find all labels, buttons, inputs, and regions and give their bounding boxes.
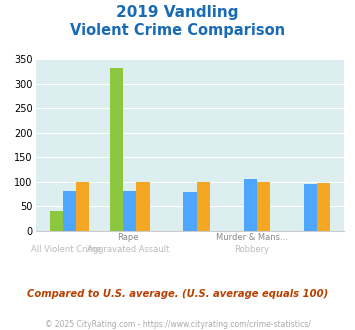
Text: Compared to U.S. average. (U.S. average equals 100): Compared to U.S. average. (U.S. average … (27, 289, 328, 299)
Text: Violent Crime Comparison: Violent Crime Comparison (70, 23, 285, 38)
Bar (136, 182, 149, 231)
Text: Rape: Rape (118, 233, 139, 242)
Bar (244, 179, 257, 231)
Bar (304, 184, 317, 231)
Bar (76, 182, 89, 231)
Text: © 2025 CityRating.com - https://www.cityrating.com/crime-statistics/: © 2025 CityRating.com - https://www.city… (45, 320, 310, 329)
Bar (197, 182, 210, 231)
Text: Aggravated Assault: Aggravated Assault (87, 245, 169, 254)
Text: Murder & Mans...: Murder & Mans... (216, 233, 288, 242)
Bar (257, 182, 270, 231)
Text: 2019 Vandling: 2019 Vandling (116, 5, 239, 20)
Bar (123, 191, 136, 231)
Text: Robbery: Robbery (234, 245, 269, 254)
Bar (50, 212, 63, 231)
Text: All Violent Crime: All Violent Crime (31, 245, 102, 254)
Bar (63, 191, 76, 231)
Bar (317, 183, 330, 231)
Bar (110, 68, 123, 231)
Bar (183, 192, 197, 231)
